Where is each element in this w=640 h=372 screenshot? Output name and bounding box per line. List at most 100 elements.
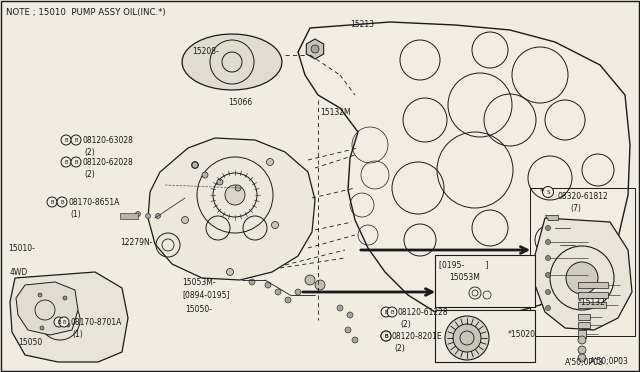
Circle shape: [275, 289, 281, 295]
Circle shape: [445, 316, 489, 360]
Circle shape: [345, 327, 351, 333]
Circle shape: [71, 135, 81, 145]
Text: NOTE ; 15010  PUMP ASSY OIL(INC.*): NOTE ; 15010 PUMP ASSY OIL(INC.*): [6, 8, 166, 17]
Circle shape: [47, 197, 57, 207]
Text: 08170-8651A: 08170-8651A: [68, 198, 120, 207]
Text: 15066: 15066: [228, 98, 252, 107]
Text: B: B: [384, 310, 388, 314]
Circle shape: [191, 161, 198, 169]
Circle shape: [38, 293, 42, 297]
Circle shape: [59, 317, 69, 327]
Circle shape: [217, 179, 223, 185]
Circle shape: [295, 289, 301, 295]
Text: 15213: 15213: [350, 20, 374, 29]
Text: B: B: [384, 334, 388, 339]
Circle shape: [545, 240, 550, 244]
Circle shape: [266, 158, 273, 166]
Circle shape: [453, 324, 481, 352]
Text: 4WD: 4WD: [10, 268, 28, 277]
Text: *15020: *15020: [508, 330, 536, 339]
Circle shape: [61, 157, 71, 167]
Circle shape: [352, 337, 358, 343]
Text: 12279N-: 12279N-: [120, 238, 152, 247]
Circle shape: [225, 185, 245, 205]
Polygon shape: [16, 282, 78, 335]
Text: 15050-: 15050-: [185, 305, 212, 314]
Text: B: B: [62, 320, 66, 324]
Text: 08120-61228: 08120-61228: [398, 308, 449, 317]
Circle shape: [61, 135, 71, 145]
Text: 15053M-: 15053M-: [182, 278, 216, 287]
Circle shape: [347, 312, 353, 318]
Bar: [578, 292, 608, 298]
Text: B: B: [60, 199, 64, 205]
Circle shape: [235, 185, 241, 191]
Circle shape: [381, 307, 391, 317]
Circle shape: [285, 297, 291, 303]
Text: (2): (2): [84, 148, 95, 157]
Text: 08120-63028: 08120-63028: [82, 136, 133, 145]
Bar: [578, 330, 586, 338]
Circle shape: [545, 289, 550, 295]
Text: (7): (7): [570, 204, 581, 213]
Circle shape: [63, 296, 67, 300]
Circle shape: [566, 262, 598, 294]
Polygon shape: [307, 39, 324, 59]
Text: 08120-62028: 08120-62028: [82, 158, 132, 167]
Text: B: B: [384, 334, 388, 339]
Text: [0894-0195]: [0894-0195]: [182, 290, 230, 299]
Text: 15010-: 15010-: [8, 244, 35, 253]
Circle shape: [545, 256, 550, 260]
Circle shape: [145, 214, 150, 218]
Text: (2): (2): [84, 170, 95, 179]
Polygon shape: [298, 22, 630, 318]
Circle shape: [57, 197, 67, 207]
Circle shape: [545, 305, 550, 311]
Text: 08170-8701A: 08170-8701A: [70, 318, 122, 327]
Text: 15132M: 15132M: [320, 108, 351, 117]
Circle shape: [265, 282, 271, 288]
Text: B: B: [390, 310, 394, 314]
Text: 15050: 15050: [18, 338, 42, 347]
Text: 15053M: 15053M: [449, 273, 480, 282]
Bar: [578, 322, 590, 328]
Circle shape: [202, 172, 208, 178]
Circle shape: [305, 275, 315, 285]
Text: 08120-8201E: 08120-8201E: [392, 332, 443, 341]
Bar: [530, 188, 635, 336]
Circle shape: [54, 317, 64, 327]
Circle shape: [249, 279, 255, 285]
Bar: [578, 302, 606, 308]
Polygon shape: [535, 218, 632, 330]
Circle shape: [543, 186, 554, 198]
Text: B: B: [64, 138, 68, 142]
Text: S: S: [547, 189, 550, 195]
Circle shape: [545, 225, 550, 231]
Text: 15208-: 15208-: [192, 47, 219, 56]
Circle shape: [271, 221, 278, 228]
Text: [0195-         ]: [0195- ]: [439, 260, 488, 269]
Text: B: B: [50, 199, 54, 205]
Polygon shape: [10, 272, 128, 362]
Circle shape: [315, 280, 325, 290]
Circle shape: [136, 212, 141, 217]
Text: B: B: [74, 160, 78, 164]
Text: B: B: [64, 160, 68, 164]
Text: 08320-61812: 08320-61812: [558, 192, 609, 201]
Circle shape: [381, 331, 391, 341]
Circle shape: [578, 336, 586, 344]
Circle shape: [337, 305, 343, 311]
Bar: [578, 314, 590, 320]
Circle shape: [578, 354, 586, 362]
Bar: [435, 310, 535, 362]
Polygon shape: [148, 138, 315, 280]
Circle shape: [311, 45, 319, 53]
Circle shape: [227, 269, 234, 276]
Circle shape: [381, 331, 391, 341]
Bar: [120, 213, 138, 219]
Text: A'50;0P03: A'50;0P03: [590, 357, 629, 366]
Text: (1): (1): [72, 330, 83, 339]
Text: (1): (1): [70, 210, 81, 219]
Text: *: *: [540, 187, 544, 196]
Text: B: B: [57, 320, 61, 324]
